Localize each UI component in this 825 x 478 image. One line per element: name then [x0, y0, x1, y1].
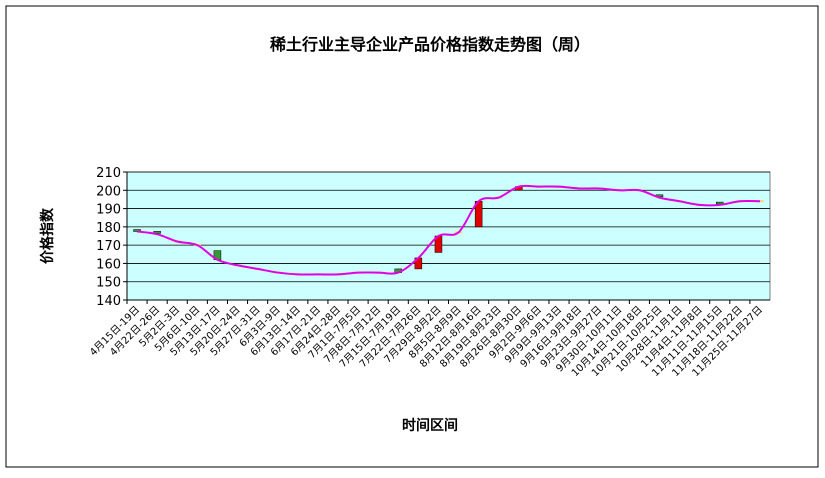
trend-line — [136, 184, 760, 276]
y-tick-label: 160 — [96, 257, 121, 272]
y-tick-label: 180 — [96, 221, 121, 236]
x-axis-label: 时间区间 — [402, 417, 458, 434]
y-tick-label: 170 — [96, 239, 121, 254]
y-axis-label: 价格指数 — [39, 207, 56, 264]
y-tick-label: 200 — [96, 184, 121, 199]
y-tick-label: 150 — [96, 276, 121, 291]
y-tick-label: 140 — [96, 294, 121, 309]
plot-area — [126, 171, 771, 301]
y-tick-label: 190 — [96, 203, 121, 218]
y-tick-label: 210 — [96, 166, 121, 181]
chart-title: 稀土行业主导企业产品价格指数走势图（周） — [270, 35, 590, 54]
